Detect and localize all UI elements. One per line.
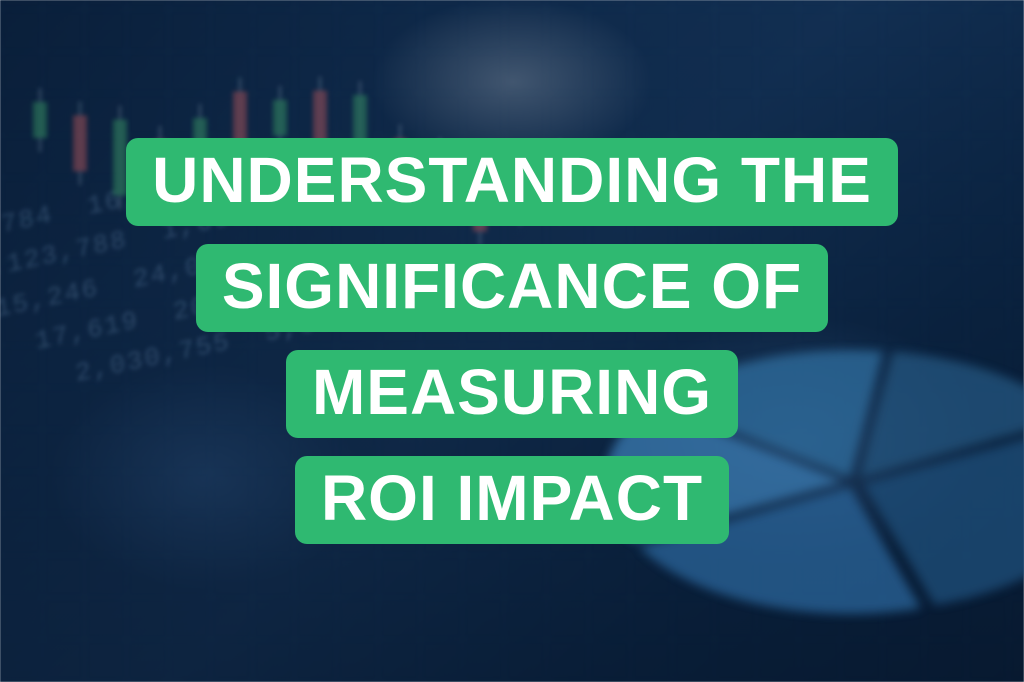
title-line-4: ROI IMPACT <box>295 456 729 544</box>
title-line-1: UNDERSTANDING THE <box>126 138 898 226</box>
title-container: UNDERSTANDING THE SIGNIFICANCE OF MEASUR… <box>0 0 1024 682</box>
title-line-3: MEASURING <box>286 350 738 438</box>
title-line-2: SIGNIFICANCE OF <box>196 244 828 332</box>
